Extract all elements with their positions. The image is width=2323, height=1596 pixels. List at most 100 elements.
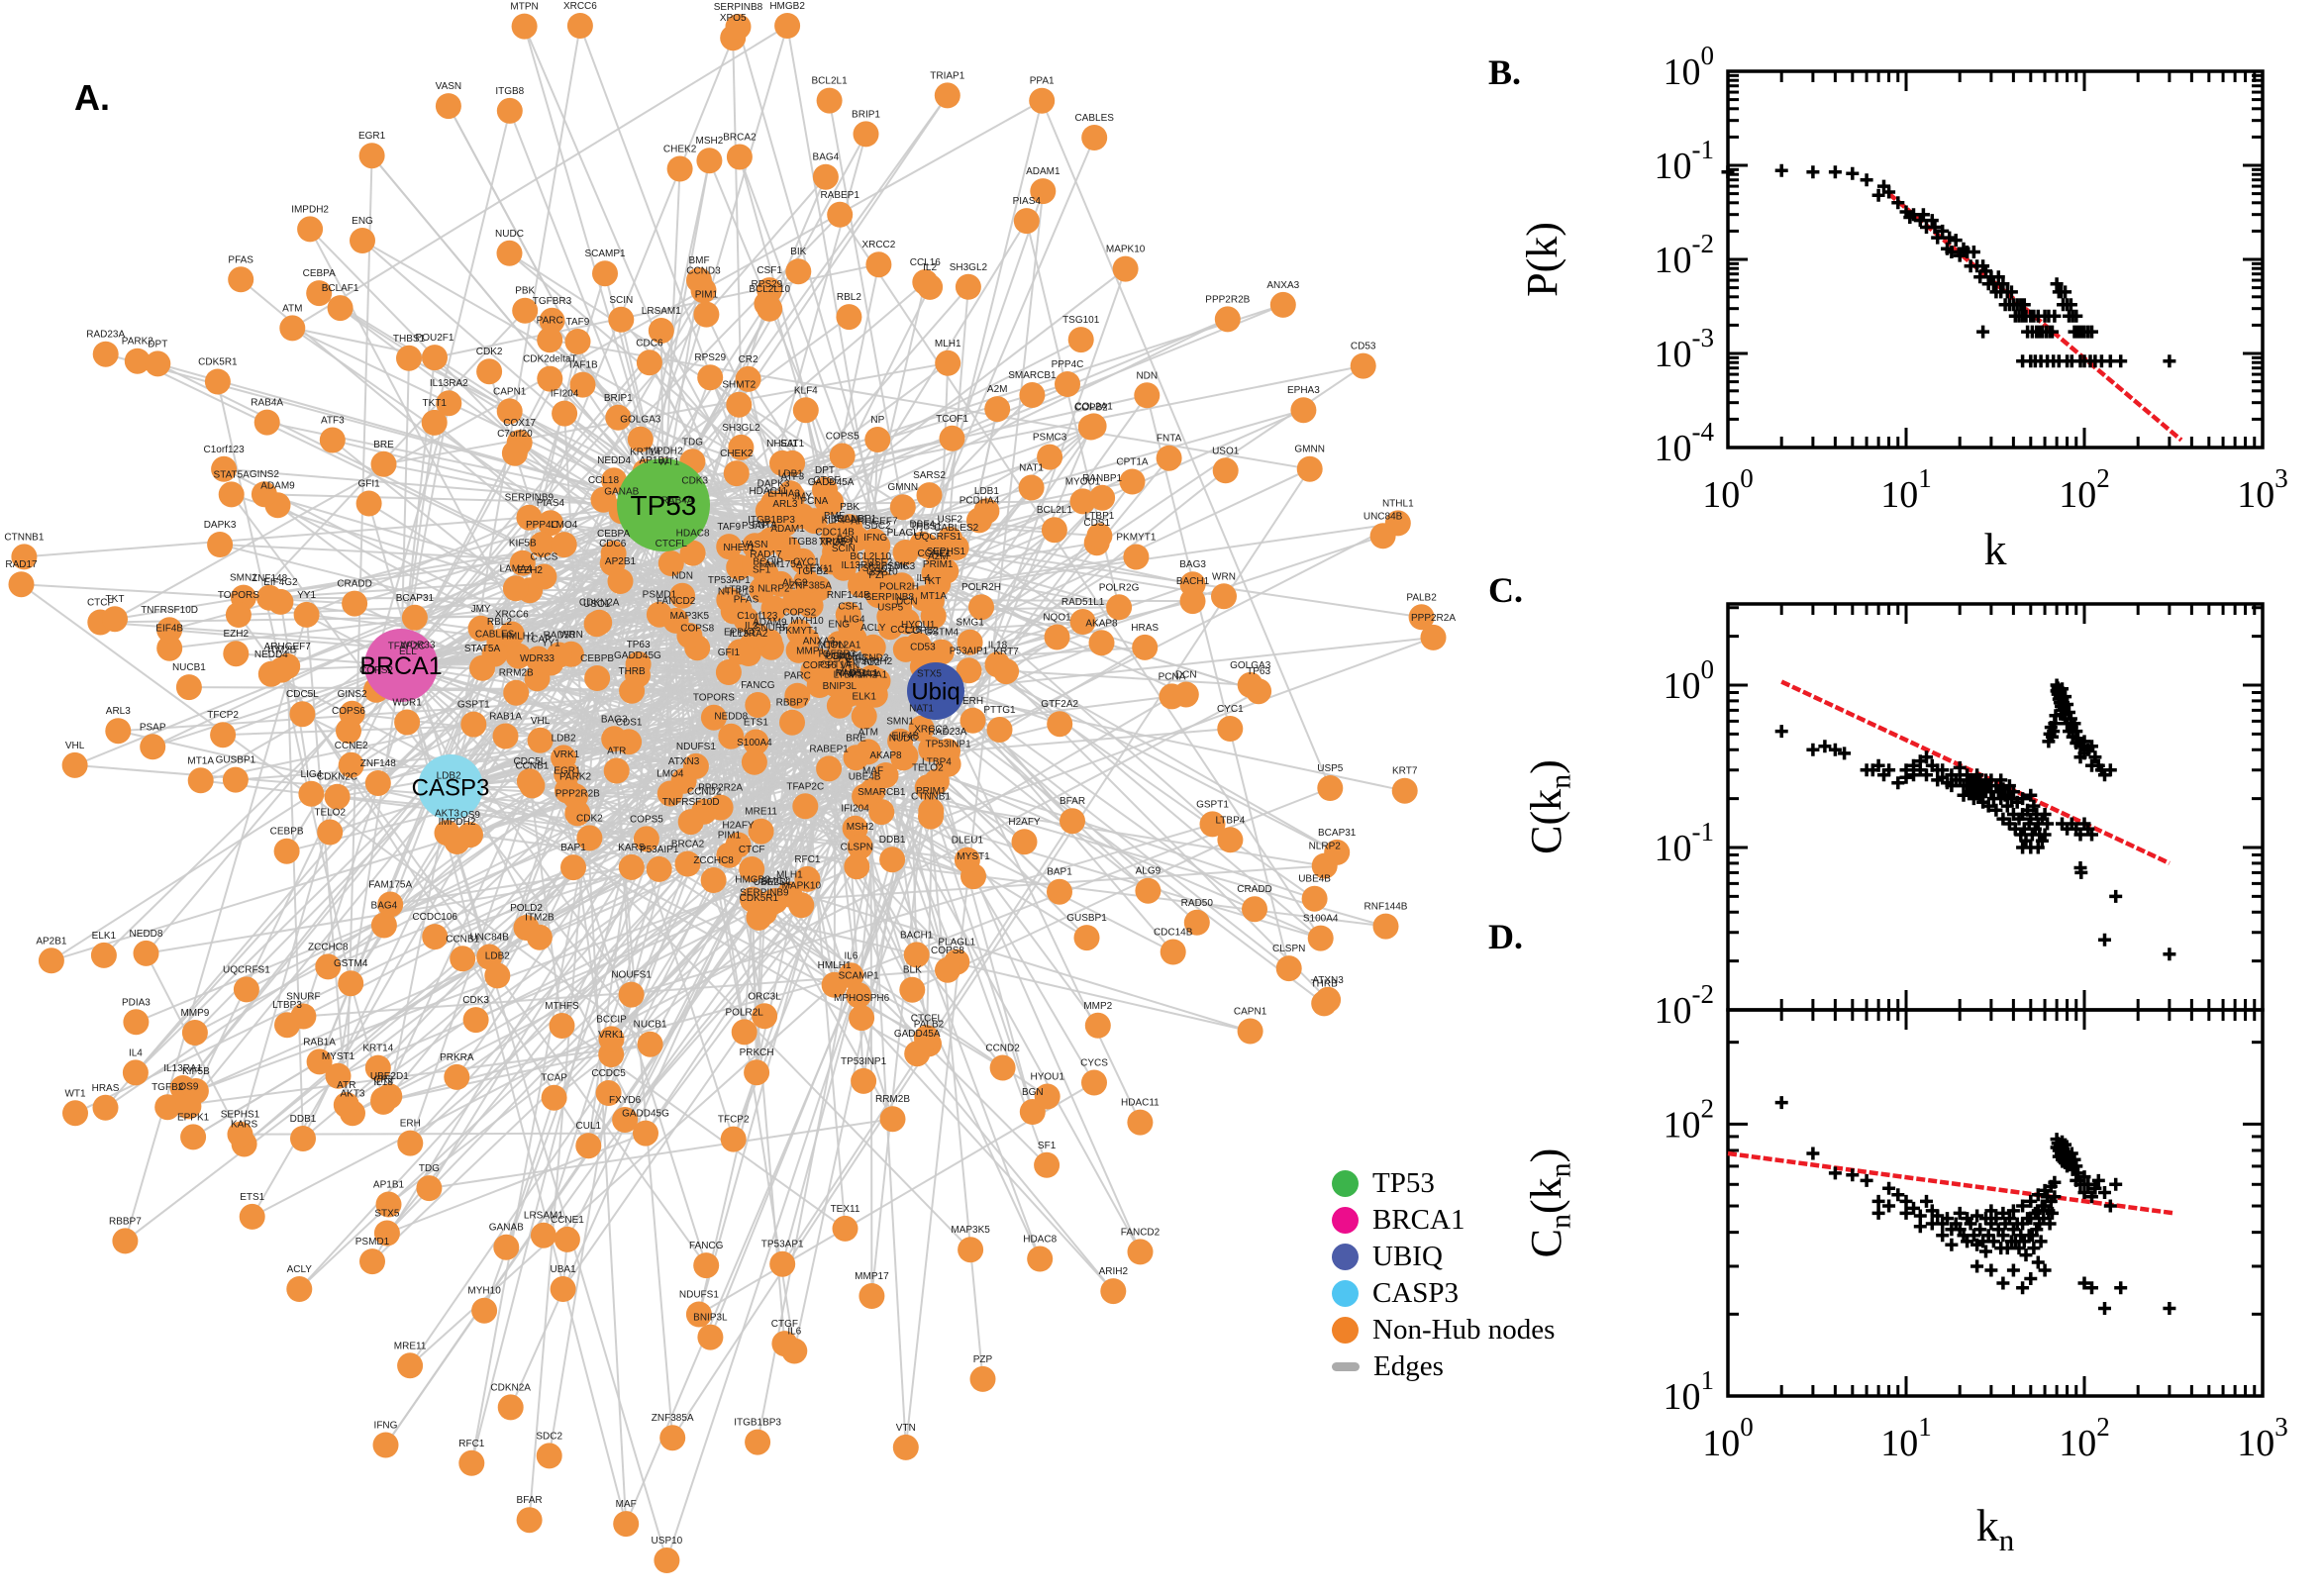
gene-label: HRAS — [92, 1083, 120, 1094]
gene-label: CPT1A — [1116, 457, 1149, 468]
y-axis-label: P(k) — [1518, 222, 1566, 297]
gene-label: RAD51L1 — [836, 668, 879, 679]
gene-label: BNIP3L — [823, 681, 858, 692]
non-hub-node — [601, 467, 628, 494]
gene-label: LDB2 — [552, 733, 576, 744]
gene-label: ITGB8 — [788, 537, 817, 548]
gene-label: SCIN — [832, 544, 856, 554]
non-hub-node — [726, 391, 753, 418]
non-hub-node — [835, 601, 861, 628]
gene-label: CAPN1 — [493, 386, 527, 397]
plot-C: 100 10-1 10-2 C(kn​) — [1522, 602, 2265, 1032]
non-hub-node — [1027, 1246, 1054, 1272]
non-hub-node — [646, 601, 672, 628]
gene-label: THRB — [1311, 978, 1339, 989]
gene-label: SMN1 — [886, 717, 914, 728]
gene-label: PSAP — [742, 521, 768, 532]
gene-label: HYOU1 — [1030, 1072, 1064, 1083]
non-hub-node — [325, 1062, 352, 1089]
plot-frame — [1726, 1008, 2265, 1398]
gene-label: CAPN1 — [1234, 1007, 1267, 1018]
tick-label: 100 — [1664, 41, 1715, 93]
gene-label: KIF5B — [509, 539, 537, 549]
gene-label: CCND2 — [985, 1044, 1020, 1054]
gene-label: MAP3K5 — [951, 1225, 990, 1236]
non-hub-node — [154, 1094, 181, 1121]
network-nodes — [8, 13, 1447, 1573]
gene-label: STAT5A — [214, 469, 251, 480]
non-hub-node — [225, 602, 252, 628]
tick-label: 101 — [1880, 1412, 1932, 1464]
gene-label: CYCS — [1080, 1058, 1108, 1069]
non-hub-node — [306, 280, 333, 307]
gene-label: DDB1 — [290, 1114, 317, 1125]
gene-label: PDIA3 — [122, 997, 151, 1008]
non-hub-node — [637, 1031, 663, 1057]
gene-label: HMLH1 — [502, 632, 536, 643]
gene-label: GADD45G — [614, 650, 661, 661]
non-hub-node — [1041, 517, 1067, 544]
non-hub-node — [551, 745, 577, 771]
gene-label: DDB1 — [879, 835, 906, 846]
non-hub-node — [359, 1248, 385, 1275]
gene-label: ENG — [828, 619, 850, 630]
gene-label: PCNA — [1159, 671, 1186, 682]
non-hub-node — [984, 396, 1011, 423]
non-hub-node — [541, 1084, 567, 1111]
edge-swatch-icon — [1332, 1361, 1360, 1371]
non-hub-node — [607, 568, 634, 594]
non-hub-node — [793, 568, 820, 595]
non-hub-node — [501, 440, 528, 466]
gene-label: NHEJ1 — [723, 543, 755, 553]
gene-label: MLH1 — [776, 869, 803, 880]
non-hub-node — [293, 601, 320, 628]
gene-label: ADAM9 — [260, 480, 295, 491]
gene-label: THBS1 — [910, 521, 943, 532]
non-hub-node — [1011, 829, 1038, 855]
non-hub-node — [603, 757, 630, 784]
gene-label: RAD50 — [544, 631, 576, 642]
gene-label: BRCA2 — [671, 840, 705, 850]
non-hub-node — [993, 658, 1020, 685]
non-hub-node — [298, 780, 325, 807]
gene-label: SF1 — [1038, 1141, 1057, 1151]
gene-label: ENG — [352, 216, 373, 227]
gene-label: LRSAM1 — [524, 1211, 563, 1222]
gene-label: RRM2B — [875, 1094, 910, 1105]
gene-label: GINS2 — [250, 469, 279, 480]
non-hub-node — [297, 216, 324, 243]
gene-label: TGFBR3 — [533, 296, 572, 307]
gene-label: HDAC8 — [1023, 1235, 1057, 1246]
node-swatch-icon — [1332, 1279, 1359, 1307]
gene-label: BCAP31 — [396, 593, 435, 604]
gene-label: PALB2 — [914, 1019, 945, 1030]
gene-label: BCAP31 — [1318, 828, 1357, 839]
non-hub-node — [560, 854, 586, 881]
non-hub-node — [492, 723, 519, 749]
non-hub-node — [394, 709, 421, 736]
gene-label: PFAS — [734, 595, 759, 606]
network-node-labels: TCAP VRK1 PRIM1 NHEJ1 IFI204 TP53INP1 P53AIP1 T… — [4, 1, 1456, 1546]
tick-label: 103 — [2237, 1412, 2288, 1464]
gene-label: UNC84B — [469, 933, 509, 944]
gene-label: CSF1 — [757, 265, 782, 276]
gene-label: GUSBP1 — [1066, 913, 1107, 924]
gene-label: NAT1 — [1019, 463, 1044, 474]
non-hub-node — [928, 639, 955, 665]
non-hub-node — [968, 594, 994, 621]
gene-label: AKAP8 — [1085, 618, 1118, 629]
gene-label: TAF9 — [566, 317, 590, 328]
gene-label: TOPORS — [693, 693, 735, 704]
gene-label: IFNG — [863, 533, 887, 544]
gene-label: MLH1 — [935, 339, 961, 349]
non-hub-node — [467, 615, 494, 642]
gene-label: IMPDH2 — [291, 204, 329, 215]
gene-label: PSAP — [140, 722, 166, 733]
gene-label: GTF2A2 — [1041, 699, 1078, 710]
gene-label: PIM1 — [718, 831, 742, 842]
non-hub-node — [511, 13, 538, 40]
gene-label: CTCF — [739, 845, 765, 855]
gene-label: BAP1 — [560, 843, 586, 853]
tick-label: 10-2 — [1655, 979, 1715, 1032]
gene-label: BRE — [373, 440, 394, 450]
